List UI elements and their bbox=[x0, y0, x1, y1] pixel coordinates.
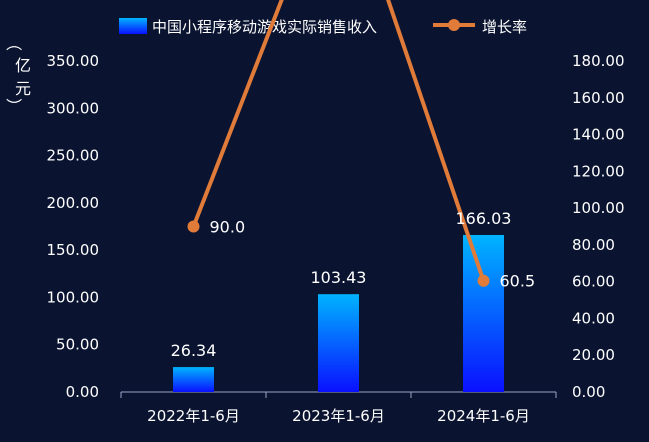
growth-line bbox=[191, 0, 486, 282]
y-left-tick-label: 100.00 bbox=[47, 288, 100, 306]
y-left-axis: 0.00 50.00 100.00 150.00 200.00 250.00 300.00 3… bbox=[47, 52, 100, 401]
y-left-tick-label: 300.00 bbox=[47, 99, 100, 117]
x-category-label: 2022年1-6月 bbox=[147, 407, 240, 425]
y-left-tick-label: 200.00 bbox=[47, 194, 100, 212]
y-right-tick-label: 60.00 bbox=[572, 273, 615, 291]
bar-value-label: 103.43 bbox=[311, 268, 367, 287]
line-value-label: 60.5 bbox=[500, 272, 536, 291]
bar bbox=[463, 234, 504, 392]
bar-series bbox=[173, 234, 504, 392]
y-right-tick-label: 80.00 bbox=[572, 236, 615, 254]
y-left-unit-char: 元 bbox=[15, 79, 31, 98]
x-axis: 2022年1-6月 2023年1-6月 2024年1-6月 bbox=[120, 392, 557, 425]
x-category-label: 2024年1-6月 bbox=[437, 407, 530, 425]
y-left-tick-label: 250.00 bbox=[47, 147, 100, 165]
y-right-tick-label: 120.00 bbox=[572, 162, 625, 180]
y-right-tick-label: 140.00 bbox=[572, 126, 625, 144]
line-value-label: 90.0 bbox=[210, 218, 246, 237]
y-left-unit-char: ） bbox=[4, 98, 23, 114]
bar bbox=[318, 294, 359, 392]
y-right-tick-label: 180.00 bbox=[572, 52, 625, 70]
y-right-tick-label: 160.00 bbox=[572, 89, 625, 107]
y-left-tick-label: 50.00 bbox=[56, 336, 99, 354]
y-right-tick-label: 20.00 bbox=[572, 346, 615, 364]
line-point bbox=[477, 274, 490, 287]
bar bbox=[173, 367, 214, 392]
legend-line-label: 增长率 bbox=[482, 18, 527, 36]
x-category-label: 2023年1-6月 bbox=[292, 407, 385, 425]
y-left-unit-char: 亿 bbox=[15, 56, 31, 75]
bar-value-label: 166.03 bbox=[456, 209, 512, 228]
y-right-tick-label: 100.00 bbox=[572, 199, 625, 217]
y-right-axis: 0.00 20.00 40.00 60.00 80.00 100.00 120.00 140.… bbox=[572, 52, 625, 401]
line-series bbox=[187, 0, 490, 287]
y-left-unit-char: （ bbox=[4, 35, 23, 51]
y-left-tick-label: 150.00 bbox=[47, 241, 100, 259]
y-right-tick-label: 0.00 bbox=[572, 383, 605, 401]
legend-line-marker bbox=[448, 19, 460, 31]
y-left-tick-label: 0.00 bbox=[66, 383, 99, 401]
legend-bar-swatch bbox=[119, 18, 147, 34]
legend: 中国小程序移动游戏实际销售收入 增长率 bbox=[119, 18, 527, 36]
y-right-tick-label: 40.00 bbox=[572, 309, 615, 327]
line-point bbox=[187, 220, 200, 233]
y-left-tick-label: 350.00 bbox=[47, 52, 100, 70]
bar-value-label: 26.34 bbox=[171, 341, 217, 360]
y-left-unit-label: （ 亿 元 ） bbox=[4, 35, 31, 114]
legend-bar-label: 中国小程序移动游戏实际销售收入 bbox=[152, 18, 377, 36]
